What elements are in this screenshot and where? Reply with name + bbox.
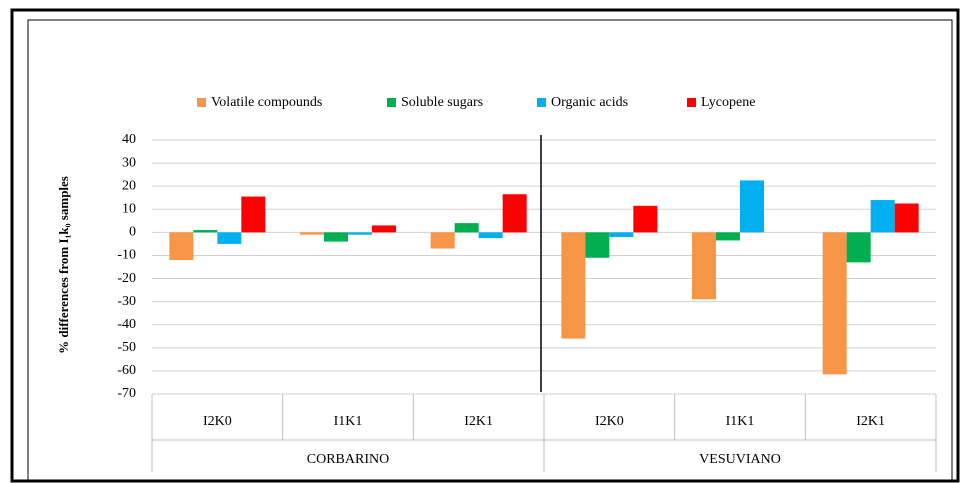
y-tick-label: -30 — [117, 294, 136, 309]
bar — [870, 200, 895, 233]
y-tick-label: 10 — [122, 201, 136, 216]
y-tick-label: 0 — [129, 225, 136, 240]
bar — [609, 232, 634, 237]
group-label: VESUVIANO — [699, 452, 781, 467]
legend-label: Lycopene — [701, 95, 755, 110]
bar — [169, 232, 194, 261]
y-tick-label: -70 — [117, 386, 136, 401]
y-tick-label: -20 — [117, 271, 136, 286]
x-tick-label: I1K1 — [726, 414, 755, 429]
outer-border — [10, 8, 960, 483]
y-axis-label: % differences from I₁k₀ samples — [56, 176, 71, 354]
bar — [692, 232, 716, 300]
bar — [561, 232, 586, 339]
bar — [217, 232, 242, 244]
y-tick-label: 40 — [122, 132, 136, 147]
bar — [430, 232, 455, 249]
bar — [740, 180, 764, 233]
bar — [585, 232, 610, 258]
y-tick-label: -10 — [117, 248, 136, 263]
bar — [241, 196, 266, 233]
bar — [633, 205, 658, 233]
legend-swatch — [687, 98, 696, 107]
legend-swatch — [537, 98, 546, 107]
x-tick-label: I1K1 — [334, 414, 363, 429]
legend-label: Soluble sugars — [401, 95, 483, 110]
y-tick-label: 30 — [122, 155, 136, 170]
bar — [894, 203, 919, 233]
inner-border — [27, 19, 953, 482]
legend-label: Volatile compounds — [211, 95, 322, 110]
x-tick-label: I2K1 — [464, 414, 493, 429]
x-tick-label: I2K0 — [203, 414, 232, 429]
bar — [846, 232, 871, 263]
y-tick-label: -50 — [117, 340, 136, 355]
bar — [324, 232, 348, 242]
bar — [822, 232, 847, 375]
x-tick-label: I2K0 — [595, 414, 624, 429]
bar — [716, 232, 740, 241]
legend-label: Organic acids — [551, 95, 628, 110]
x-tick-label: I2K1 — [856, 414, 885, 429]
bar — [454, 223, 479, 233]
legend-swatch — [197, 98, 206, 107]
bar — [348, 232, 372, 235]
legend-swatch — [387, 98, 396, 107]
bar — [502, 194, 527, 233]
group-label: CORBARINO — [307, 452, 389, 467]
y-tick-label: 20 — [122, 178, 136, 193]
bar — [300, 232, 324, 235]
bar — [193, 230, 218, 233]
bar — [478, 232, 503, 239]
y-tick-label: -40 — [117, 317, 136, 332]
y-tick-label: -60 — [117, 363, 136, 378]
bar — [372, 225, 396, 233]
